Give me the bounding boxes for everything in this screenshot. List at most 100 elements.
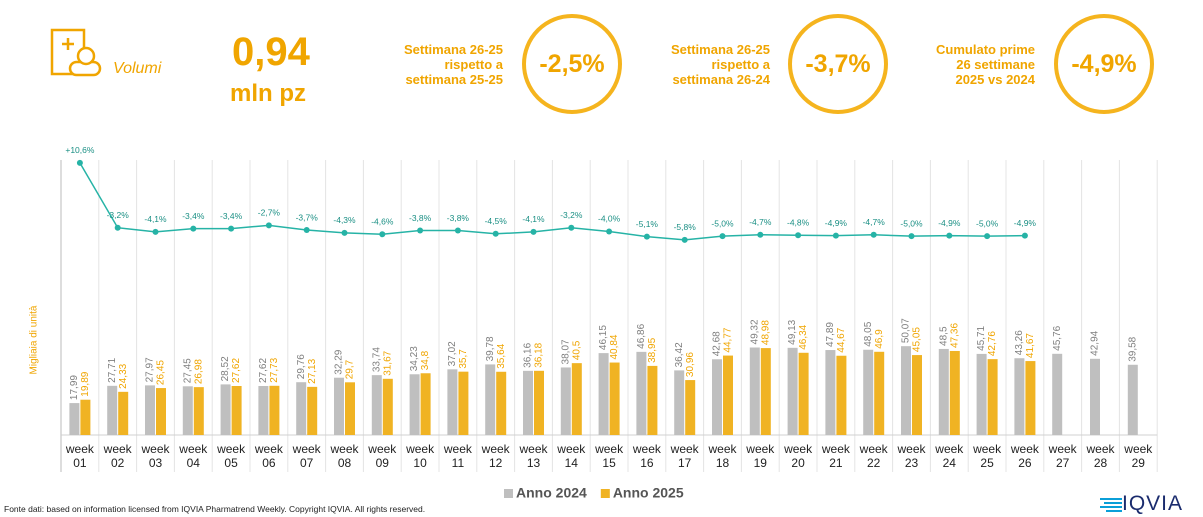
bar xyxy=(231,385,242,435)
bar-value-label: 38,07 xyxy=(560,339,571,364)
line-point xyxy=(530,228,537,235)
line-value-label: -4,7% xyxy=(863,217,886,227)
logo: IQVIA xyxy=(1100,492,1183,516)
line-point xyxy=(870,231,877,238)
bar xyxy=(912,355,922,435)
kpi-ring: -4,9% xyxy=(1054,14,1154,114)
line-value-label: -4,6% xyxy=(371,217,394,227)
x-tick-label: week 02 xyxy=(103,442,132,470)
bar xyxy=(1090,358,1100,435)
bar-value-label: 36,18 xyxy=(534,342,545,367)
caption-line: settimana 25-25 xyxy=(405,72,503,87)
bar xyxy=(976,353,987,435)
line-point xyxy=(76,159,83,166)
bar-value-label: 36,16 xyxy=(523,342,534,367)
x-tick-label: week 16 xyxy=(632,442,661,470)
bar xyxy=(712,359,722,435)
bar-value-label: 27,71 xyxy=(107,357,118,382)
bar-value-label: 48,98 xyxy=(760,320,771,345)
line-value-label: -5,0% xyxy=(711,218,734,228)
bar xyxy=(523,370,533,435)
bar xyxy=(609,362,620,435)
kpi-caption: Settimana 26-25 rispetto a settimana 26-… xyxy=(671,42,770,87)
line-value-label: -3,8% xyxy=(447,213,470,223)
legend-swatch xyxy=(504,489,513,498)
bar-value-label: 40,84 xyxy=(609,334,620,359)
bar xyxy=(118,391,129,435)
x-tick-label: week 26 xyxy=(1010,442,1039,470)
kpi-value: 0,94 xyxy=(232,30,310,74)
bar xyxy=(836,355,847,435)
bar xyxy=(749,347,760,435)
line-value-label: -5,0% xyxy=(900,218,923,228)
bar xyxy=(901,346,911,435)
bar-value-label: 26,98 xyxy=(193,359,204,384)
bar xyxy=(371,375,382,435)
x-tick-label: week 20 xyxy=(784,442,813,470)
bar xyxy=(1025,361,1036,435)
caption-line: 2025 vs 2024 xyxy=(955,72,1035,87)
bar-value-label: 45,05 xyxy=(912,327,923,352)
line-value-label: -4,1% xyxy=(522,214,545,224)
bar-value-label: 42,76 xyxy=(987,331,998,356)
kpi-unit: mln pz xyxy=(230,80,306,107)
caption-line: settimana 26-24 xyxy=(672,72,770,87)
caption-line: 26 settimane xyxy=(956,57,1035,72)
line-point xyxy=(152,228,159,235)
line-point xyxy=(114,224,121,231)
bar xyxy=(874,351,885,435)
bar xyxy=(193,387,204,435)
bar xyxy=(269,385,280,435)
bar-value-label: 34,23 xyxy=(409,346,420,371)
line-value-label: -4,9% xyxy=(1014,218,1037,228)
line-point xyxy=(757,231,764,238)
line-point xyxy=(303,227,310,234)
bar xyxy=(258,385,269,435)
line-value-label: -4,8% xyxy=(787,217,810,227)
line-value-label: -2,7% xyxy=(258,208,281,218)
line-point xyxy=(606,228,613,235)
kpi-label: Volumi xyxy=(113,60,162,77)
bar-value-label: 46,34 xyxy=(798,324,809,349)
bar-value-label: 44,67 xyxy=(836,327,847,352)
x-tick-label: week 25 xyxy=(973,442,1002,470)
bar xyxy=(571,363,582,435)
bar-value-label: 47,89 xyxy=(825,322,836,347)
caption-line: Settimana 26-25 xyxy=(671,42,770,57)
bar-value-label: 27,62 xyxy=(231,358,242,383)
bar-value-label: 29,7 xyxy=(345,359,356,379)
bar-value-label: 27,73 xyxy=(269,357,280,382)
volume-icon xyxy=(50,28,102,77)
bar-value-label: 39,58 xyxy=(1127,336,1138,361)
line-point xyxy=(417,227,424,234)
line-value-label: -3,2% xyxy=(560,210,583,220)
line-point xyxy=(379,231,386,238)
x-tick-label: week 07 xyxy=(292,442,321,470)
bar-value-label: 34,8 xyxy=(420,350,431,370)
line-point xyxy=(643,233,650,240)
bar-value-label: 35,7 xyxy=(458,349,469,369)
caption-line: rispetto a xyxy=(711,57,770,72)
logo-stripes xyxy=(1100,498,1122,512)
line-point xyxy=(228,225,235,232)
bar xyxy=(345,382,355,435)
bar xyxy=(420,373,431,435)
x-tick-label: week 22 xyxy=(859,442,888,470)
bar-value-label: 28,52 xyxy=(220,356,231,381)
caption-line: rispetto a xyxy=(444,57,503,72)
x-tick-label: week 08 xyxy=(330,442,359,470)
line-value-label: -3,4% xyxy=(182,211,205,221)
bar xyxy=(787,347,798,435)
line-point xyxy=(454,227,461,234)
bar xyxy=(949,350,960,435)
bar-value-label: 40,5 xyxy=(571,340,582,360)
bar xyxy=(182,386,193,435)
bar-value-label: 27,13 xyxy=(307,358,318,383)
line-value-label: -5,1% xyxy=(636,219,659,229)
x-tick-label: week 05 xyxy=(217,442,246,470)
line-value-label: -4,7% xyxy=(749,217,772,227)
line-value-label: -4,9% xyxy=(938,218,961,228)
bar-value-label: 37,02 xyxy=(447,341,458,366)
